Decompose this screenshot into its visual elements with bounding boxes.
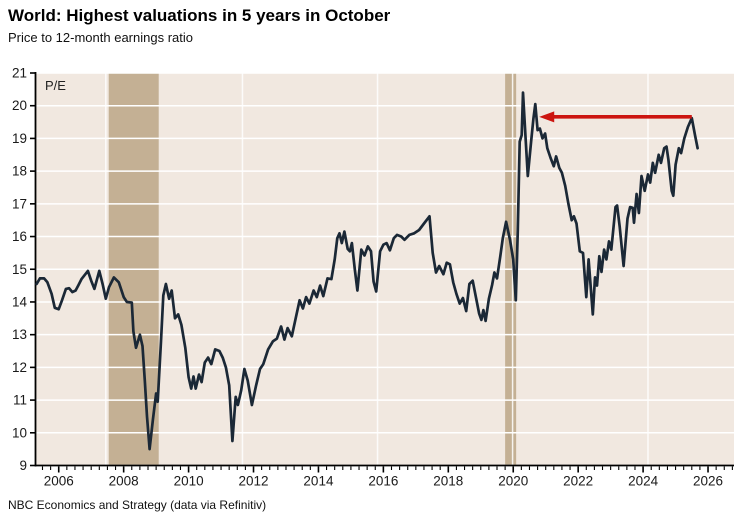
x-tick-label: 2010: [174, 474, 204, 489]
y-tick-label: 19: [12, 131, 27, 146]
x-tick-label: 2012: [238, 474, 268, 489]
x-tick-label: 2026: [693, 474, 723, 489]
y-tick-label: 16: [12, 229, 27, 244]
y-tick-label: 10: [12, 425, 27, 440]
x-tick-label: 2024: [628, 474, 659, 489]
y-tick-label: 9: [19, 458, 27, 473]
pe-series-line: [35, 91, 699, 451]
y-tick-label: 13: [12, 327, 27, 342]
chart-subtitle: Price to 12-month earnings ratio: [8, 30, 193, 45]
y-tick-label: 11: [13, 393, 27, 408]
x-tick-label: 2022: [563, 474, 593, 489]
x-tick-label: 2016: [368, 474, 398, 489]
y-tick-label: 15: [12, 262, 27, 277]
y-axis-unit-label: P/E: [45, 78, 66, 93]
x-tick-label: 2020: [498, 474, 528, 489]
y-tick-label: 12: [12, 360, 27, 375]
x-tick-label: 2006: [44, 474, 74, 489]
source-note: NBC Economics and Strategy (data via Ref…: [8, 498, 267, 512]
x-tick-label: 2008: [109, 474, 139, 489]
annotation-arrow-head: [539, 111, 555, 123]
y-tick-label: 14: [12, 294, 28, 309]
y-tick-label: 17: [12, 196, 27, 211]
y-tick-label: 18: [12, 164, 27, 179]
chart-title: World: Highest valuations in 5 years in …: [8, 6, 391, 25]
x-tick-label: 2014: [303, 474, 334, 489]
y-tick-label: 20: [12, 98, 27, 113]
x-tick-label: 2018: [433, 474, 463, 489]
y-tick-label: 21: [12, 66, 27, 81]
